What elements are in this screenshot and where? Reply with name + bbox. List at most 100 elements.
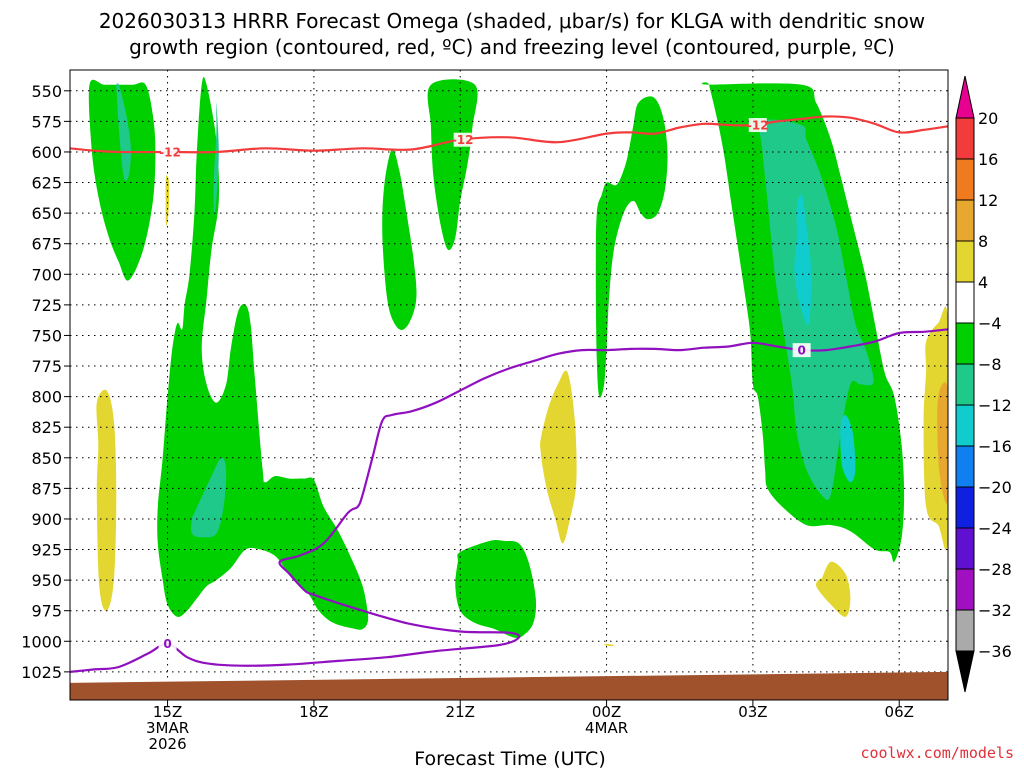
grid-lines bbox=[70, 70, 948, 700]
contour-lines: -12 -12 -12 0 0 bbox=[70, 115, 948, 673]
x-tick-label-18Z-0: 18Z bbox=[299, 703, 328, 721]
omega-region-neg4-4 bbox=[455, 540, 537, 638]
colorbar-label-11: −28 bbox=[978, 560, 1012, 579]
terrain bbox=[70, 671, 948, 700]
x-tick-label-15Z-0: 15Z bbox=[153, 703, 182, 721]
y-tick-label-650: 650 bbox=[31, 204, 62, 223]
y-tick-label-675: 675 bbox=[31, 235, 62, 254]
colorbar-segment-7 bbox=[955, 404, 975, 447]
y-tick-label-1025: 1025 bbox=[21, 663, 62, 682]
plot-frame bbox=[69, 69, 949, 701]
y-tick-label-950: 950 bbox=[31, 571, 62, 590]
colorbar-segment-9 bbox=[955, 486, 975, 529]
colorbar: 20 16 12 8 4 −4 −8 −12 −16 −20 −24 −28 −32 −36 bbox=[955, 75, 1012, 693]
colorbar-segment-12 bbox=[955, 609, 975, 652]
plot-area: -12 -12 -12 0 0 bbox=[70, 70, 948, 700]
freezing-level-contour-label-bg-1 bbox=[792, 343, 811, 358]
colorbar-segment-4 bbox=[955, 281, 975, 324]
x-tick-label-00Z-1: 4MAR bbox=[585, 719, 628, 737]
omega-region-neg8-3 bbox=[759, 119, 874, 501]
colorbar-label-12: −32 bbox=[978, 601, 1012, 620]
colorbar-segment-5 bbox=[955, 322, 975, 365]
omega-region-4-0 bbox=[96, 389, 117, 611]
colorbar-label-13: −36 bbox=[978, 642, 1012, 661]
x-tick-label-15Z-1: 3MAR bbox=[146, 719, 189, 737]
y-tick-label-825: 825 bbox=[31, 418, 62, 437]
colorbar-segment-2 bbox=[955, 199, 975, 242]
y-tick-label-700: 700 bbox=[31, 265, 62, 284]
dendritic-growth-contour-label-1: -12 bbox=[452, 133, 474, 147]
omega-region-neg4-0 bbox=[88, 79, 156, 281]
omega-shading bbox=[88, 77, 948, 647]
freezing-level-contour-label-bg-0 bbox=[158, 636, 177, 651]
colorbar-label-3: 8 bbox=[978, 232, 988, 251]
y-tick-label-625: 625 bbox=[31, 174, 62, 193]
omega-region-neg12-0 bbox=[794, 194, 812, 326]
y-tick-label-1000: 1000 bbox=[21, 632, 62, 651]
colorbar-segment-0 bbox=[955, 117, 975, 160]
y-tick-label-900: 900 bbox=[31, 510, 62, 529]
x-axis-label: Forecast Time (UTC) bbox=[414, 748, 605, 768]
colorbar-segment-11 bbox=[955, 568, 975, 611]
colorbar-label-6: −8 bbox=[978, 355, 1002, 374]
omega-region-neg4-2 bbox=[382, 149, 417, 330]
credit-text: coolwx.com/models bbox=[860, 744, 1014, 762]
colorbar-segment-1 bbox=[955, 158, 975, 201]
colorbar-label-0: 20 bbox=[978, 109, 998, 128]
y-tick-label-750: 750 bbox=[31, 326, 62, 345]
colorbar-segment-8 bbox=[955, 445, 975, 488]
x-tick-label-21Z-0: 21Z bbox=[446, 703, 475, 721]
omega-region-4-4 bbox=[923, 306, 948, 551]
colorbar-segment-3 bbox=[955, 240, 975, 283]
colorbar-label-2: 12 bbox=[978, 191, 998, 210]
colorbar-label-4: 4 bbox=[978, 273, 988, 292]
colorbar-label-10: −24 bbox=[978, 519, 1012, 538]
omega-region-neg8-1 bbox=[213, 102, 219, 215]
chart-title-line-2: growth region (contoured, red, ºC) and f… bbox=[129, 35, 895, 59]
omega-region-neg4-3 bbox=[427, 79, 478, 251]
x-tick-label-15Z-2: 2026 bbox=[148, 735, 186, 753]
colorbar-label-5: −4 bbox=[978, 314, 1002, 333]
colorbar-top-arrow bbox=[955, 75, 975, 119]
colorbar-label-9: −20 bbox=[978, 478, 1012, 497]
freezing-level-contour-label-1: 0 bbox=[797, 344, 805, 358]
y-tick-label-725: 725 bbox=[31, 296, 62, 315]
colorbar-bottom-arrow bbox=[955, 650, 975, 693]
y-tick-label-800: 800 bbox=[31, 388, 62, 407]
omega-region-neg12-1 bbox=[840, 414, 856, 483]
dendritic-growth-contour-label-bg-1 bbox=[453, 132, 472, 147]
dendritic-growth-contour-label-bg-0 bbox=[160, 144, 179, 159]
y-tick-label-575: 575 bbox=[31, 112, 62, 131]
dendritic-growth-contour bbox=[70, 115, 948, 154]
freezing-level-contour bbox=[70, 328, 948, 673]
dendritic-growth-contour-label-0: -12 bbox=[159, 145, 181, 159]
y-tick-label-875: 875 bbox=[31, 479, 62, 498]
dendritic-growth-contour-label-2: -12 bbox=[747, 119, 769, 133]
omega-region-neg4-5 bbox=[595, 96, 668, 398]
colorbar-segment-6 bbox=[955, 363, 975, 406]
omega-region-4-5 bbox=[603, 643, 615, 647]
omega-region-4-2 bbox=[540, 370, 577, 544]
x-tick-label-06Z-0: 06Z bbox=[885, 703, 914, 721]
omega-region-8-0 bbox=[937, 382, 948, 504]
chart-title-line-1: 2026030313 HRRR Forecast Omega (shaded, … bbox=[99, 9, 925, 33]
y-tick-label-550: 550 bbox=[31, 82, 62, 101]
y-axis: 550 575 600 625 650 675 700 725 750 775 800 825 850 8… bbox=[21, 82, 70, 682]
x-tick-label-03Z-0: 03Z bbox=[738, 703, 767, 721]
y-tick-label-975: 975 bbox=[31, 602, 62, 621]
colorbar-segment-10 bbox=[955, 527, 975, 570]
colorbar-label-7: −12 bbox=[978, 396, 1012, 415]
y-tick-label-925: 925 bbox=[31, 541, 62, 560]
dendritic-growth-contour-label-bg-2 bbox=[748, 118, 767, 133]
y-tick-label-850: 850 bbox=[31, 449, 62, 468]
colorbar-label-1: 16 bbox=[978, 150, 998, 169]
y-tick-label-775: 775 bbox=[31, 357, 62, 376]
omega-region-neg8-0 bbox=[116, 81, 131, 182]
colorbar-label-8: −16 bbox=[978, 437, 1012, 456]
x-tick-label-00Z-0: 00Z bbox=[592, 703, 621, 721]
omega-region-neg8-2 bbox=[191, 457, 227, 538]
y-tick-label-600: 600 bbox=[31, 143, 62, 162]
freezing-level-contour-label-0: 0 bbox=[163, 637, 171, 651]
